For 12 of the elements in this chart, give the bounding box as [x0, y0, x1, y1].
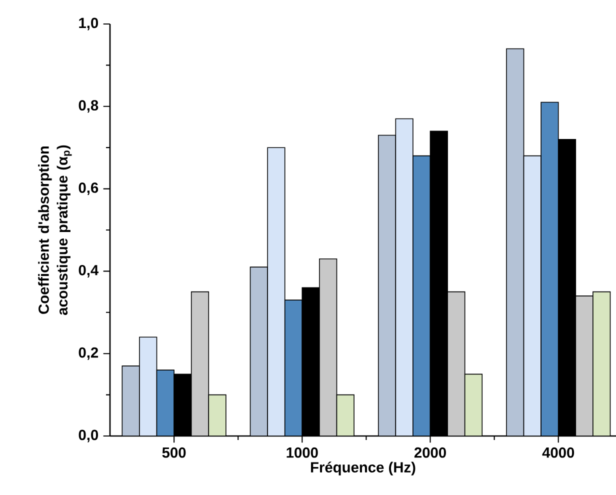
x-tick-label: 2000: [414, 447, 446, 458]
x-tick-label: 1000: [286, 447, 318, 458]
x-tick-label: 4000: [542, 447, 574, 458]
y-tick-label: 0,2: [78, 347, 98, 360]
y-tick-label: 0,8: [78, 100, 98, 113]
y-tick-label: 0,4: [78, 264, 99, 278]
x-axis-title: Fréquence (Hz): [311, 462, 416, 476]
x-tick-label: 500: [162, 447, 186, 458]
y-tick-label: 1,0: [79, 18, 98, 30]
y-tick-label: 0,6: [78, 182, 98, 196]
y-tick-label: 0,0: [78, 430, 98, 442]
y-axis-title: Coefficient d'absorption acoustique pratique (α$_{p}$): [38, 145, 72, 315]
